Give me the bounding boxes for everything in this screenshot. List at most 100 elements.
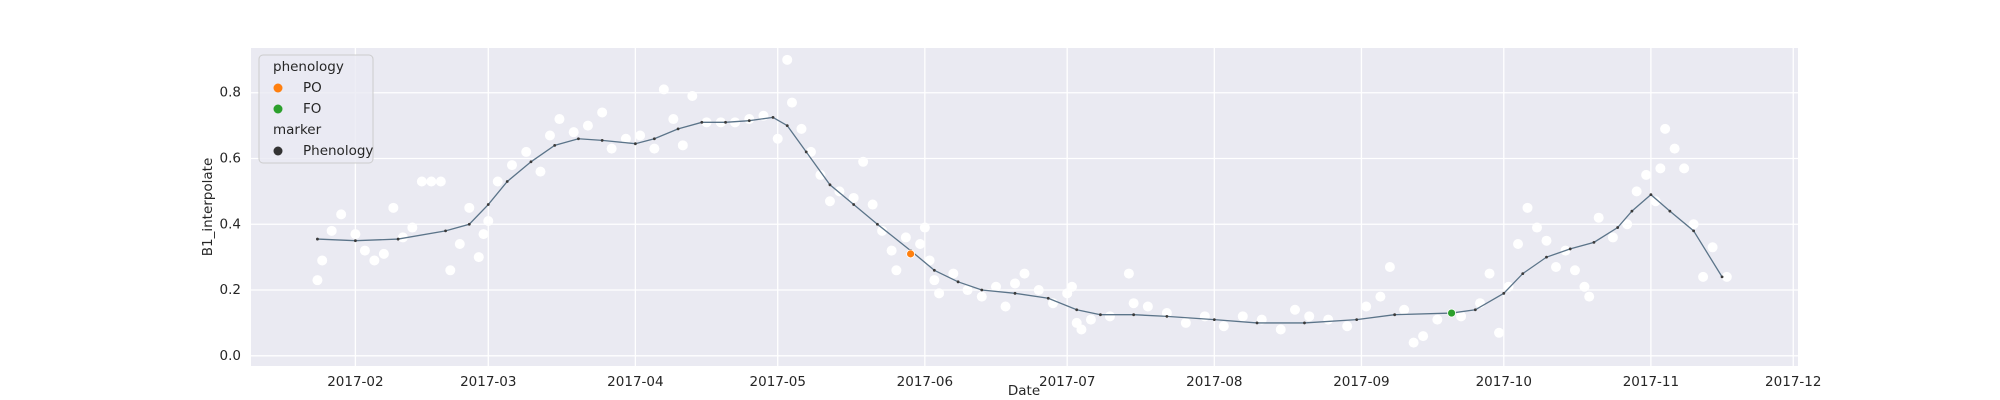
observation-point	[1104, 311, 1115, 322]
x-axis-label: Date	[1008, 383, 1040, 399]
interpolated-dot	[932, 268, 936, 272]
observation-point	[1085, 314, 1096, 325]
observation-point	[369, 255, 380, 266]
interpolated-dot	[1046, 296, 1050, 300]
interpolated-dot	[1075, 308, 1079, 312]
observation-point	[744, 114, 755, 125]
interpolated-dot	[980, 288, 984, 292]
observation-point	[350, 229, 361, 240]
observation-point	[445, 265, 456, 276]
interpolated-dot	[875, 222, 879, 226]
observation-point	[521, 146, 532, 157]
observation-point	[934, 288, 945, 299]
observation-point	[635, 130, 646, 141]
observation-point	[962, 285, 973, 296]
observation-point	[782, 54, 793, 65]
observation-point	[1432, 314, 1443, 325]
y-tick-label: 0.8	[220, 85, 241, 101]
observation-point	[397, 232, 408, 243]
interpolated-dot	[785, 124, 789, 128]
observation-point	[668, 114, 679, 125]
observation-point	[1532, 222, 1543, 233]
observation-point	[454, 238, 465, 249]
legend-label: Phenology	[303, 143, 373, 159]
observation-point	[597, 107, 608, 118]
observation-point	[891, 265, 902, 276]
observation-point	[1408, 337, 1419, 348]
observation-point	[426, 176, 437, 187]
interpolated-dot	[396, 237, 400, 241]
legend-title: marker	[273, 122, 322, 138]
observation-point	[1076, 324, 1087, 335]
observation-point	[326, 225, 337, 236]
observation-point	[336, 209, 347, 220]
observation-point	[1607, 232, 1618, 243]
phenology-point	[906, 249, 916, 259]
legend-label: FO	[303, 101, 321, 117]
interpolated-dot	[1013, 291, 1017, 295]
x-tick-label: 2017-10	[1476, 374, 1532, 390]
observation-point	[730, 117, 741, 128]
observation-point	[1399, 304, 1410, 315]
interpolated-dot	[486, 203, 490, 206]
observation-point	[492, 176, 503, 187]
observation-point	[924, 255, 935, 266]
observation-point	[1342, 321, 1353, 332]
observation-point	[1503, 281, 1514, 292]
interpolated-dot	[700, 120, 704, 124]
observation-point	[1655, 163, 1666, 174]
interpolated-dot	[724, 120, 727, 124]
observation-point	[772, 133, 783, 144]
observation-point	[1033, 285, 1044, 296]
observation-point	[1123, 268, 1134, 279]
interpolated-dot	[529, 160, 533, 164]
interpolated-dot	[747, 119, 751, 123]
observation-point	[976, 291, 987, 302]
observation-point	[1289, 304, 1300, 315]
legend-swatch	[273, 83, 283, 93]
legend: phenology PO FO marker Phenology	[258, 54, 374, 164]
observation-point	[1142, 301, 1153, 312]
interpolated-dot	[676, 127, 680, 131]
observation-point	[478, 229, 489, 240]
interpolated-dot	[1630, 209, 1634, 213]
observation-point	[1579, 281, 1590, 292]
interpolated-dot	[828, 183, 832, 187]
observation-point	[312, 275, 323, 286]
observation-point	[1128, 298, 1139, 309]
interpolated-dot	[1692, 229, 1696, 233]
x-tick-label: 2017-09	[1333, 374, 1389, 390]
interpolated-dot	[1616, 226, 1620, 229]
observation-point	[1275, 324, 1286, 335]
interpolated-dot	[444, 229, 447, 233]
plot-background	[251, 48, 1798, 366]
observation-point	[1019, 268, 1030, 279]
observation-point	[416, 176, 427, 187]
interpolated-dot	[1393, 313, 1397, 317]
interpolated-dot	[1545, 255, 1548, 259]
observation-point	[554, 114, 565, 125]
legend-box	[258, 54, 374, 164]
interpolated-dot	[1303, 321, 1306, 325]
observation-point	[464, 202, 475, 213]
observation-point	[1721, 271, 1732, 282]
observation-point	[919, 222, 930, 233]
interpolated-dot	[353, 239, 357, 243]
observation-point	[1584, 291, 1595, 302]
legend-title: phenology	[273, 59, 344, 75]
observation-point	[1237, 311, 1248, 322]
observation-point	[815, 169, 826, 180]
observation-point	[1456, 311, 1467, 322]
observation-point	[948, 268, 959, 279]
interpolated-dot	[316, 237, 319, 241]
legend-label: PO	[303, 80, 322, 96]
observation-point	[1375, 291, 1386, 302]
observation-point	[858, 156, 869, 167]
observation-point	[1256, 314, 1267, 325]
y-axis-label: B1_interpolate	[200, 158, 216, 257]
observation-point	[388, 202, 399, 213]
observation-point	[473, 252, 484, 263]
observation-point	[796, 123, 807, 134]
